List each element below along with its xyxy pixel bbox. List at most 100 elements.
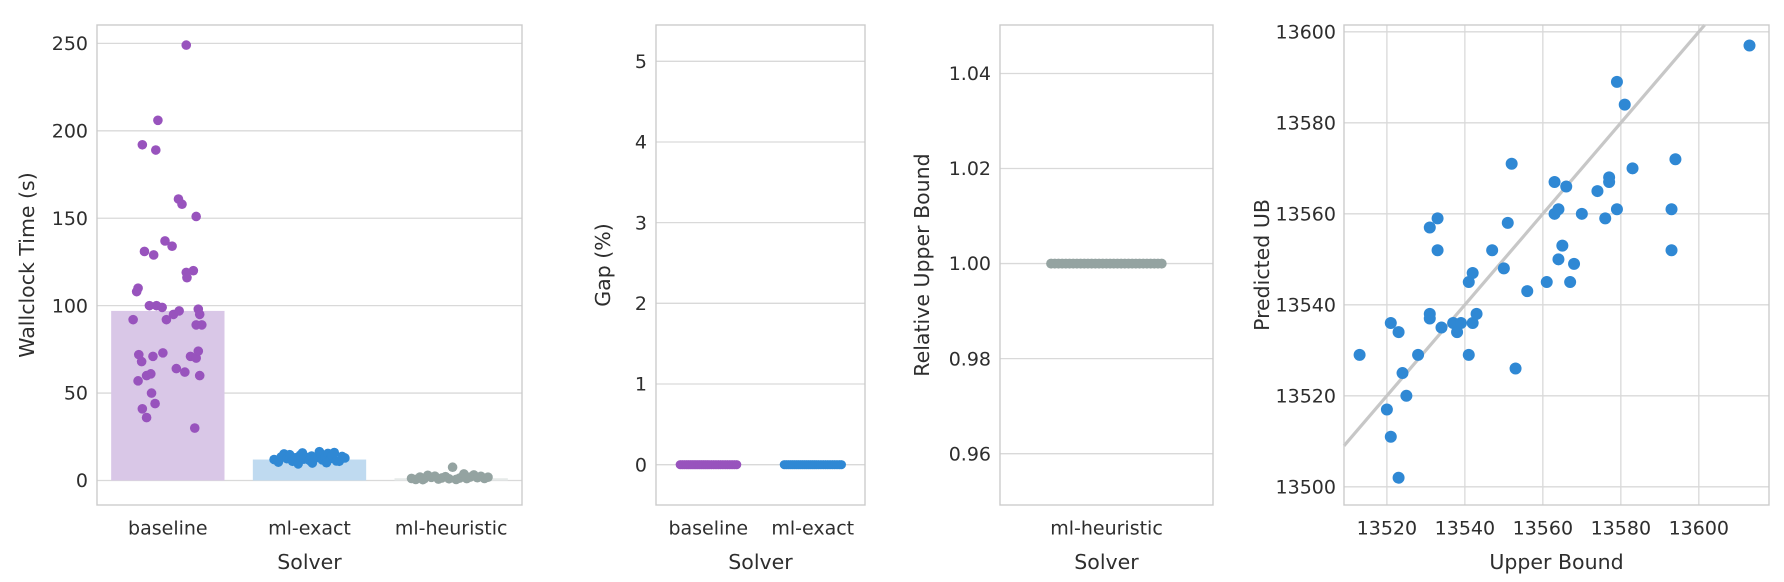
strip-point-ml-heuristic	[483, 472, 493, 482]
y-axis-label: Wallclock Time (s)	[15, 172, 39, 357]
strip-point-ml-heuristic	[459, 469, 469, 479]
y-tick-label: 4	[635, 132, 647, 154]
scatter-point	[1610, 203, 1623, 216]
scatter-point	[1392, 326, 1405, 339]
y-tick-label: 0	[76, 470, 88, 492]
y-tick-label: 13520	[1276, 385, 1336, 407]
y-axis-label: Predicted UB	[1250, 199, 1274, 331]
y-tick-label: 0.96	[949, 443, 991, 465]
scatter-point	[1665, 244, 1678, 257]
scatter-point	[1400, 389, 1413, 402]
scatter-point	[1423, 312, 1436, 325]
strip-point-baseline	[194, 370, 205, 381]
y-tick-label: 1.04	[949, 63, 991, 85]
y-tick-label: 13500	[1276, 476, 1336, 498]
scatter-point	[1501, 216, 1514, 229]
scatter-point	[1423, 221, 1436, 234]
strip-point-baseline	[148, 250, 159, 260]
strip-point-ml-exact	[329, 447, 340, 458]
strip-point-baseline	[153, 115, 163, 126]
strip-point-baseline	[177, 199, 187, 210]
x-axis-label: Solver	[1074, 550, 1139, 574]
axes-border	[655, 24, 866, 506]
strip-point-baseline	[174, 306, 184, 316]
x-tick-label: 13600	[1669, 518, 1729, 540]
scatter-point	[1552, 253, 1565, 266]
category-label-ml-exact: ml-exact	[268, 518, 351, 540]
strip-point-baseline	[144, 300, 155, 311]
scatter-point	[1626, 162, 1639, 175]
y-axis-label: Gap (%)	[591, 223, 615, 306]
x-tick-label: 13580	[1591, 518, 1651, 540]
strip-point-baseline	[167, 241, 177, 252]
category-label-baseline: baseline	[128, 518, 208, 540]
scatter-point	[1618, 98, 1631, 111]
strip-point-baseline	[136, 356, 147, 367]
y-tick-label: 250	[52, 33, 88, 55]
strip-point-baseline	[194, 309, 205, 320]
scatter-point	[1743, 39, 1756, 52]
scatter-point	[1392, 471, 1405, 484]
y-tick-label: 13600	[1276, 21, 1336, 43]
scatter-point	[1380, 403, 1393, 416]
y-tick-label: 200	[52, 120, 88, 142]
scatter-point	[1466, 266, 1479, 279]
strip-point-baseline	[148, 351, 158, 362]
x-tick-label: 13540	[1435, 518, 1495, 540]
category-label-baseline: baseline	[668, 518, 748, 540]
scatter-point	[1665, 203, 1678, 216]
scatter-point	[1599, 212, 1612, 225]
strip-point-baseline	[193, 346, 204, 356]
y-tick-label: 1	[635, 374, 647, 396]
strip-point-baseline	[150, 145, 161, 155]
scatter-point	[1466, 317, 1479, 330]
scatter-point	[1431, 244, 1444, 257]
y-tick-label: 13540	[1276, 294, 1336, 316]
scatter-point	[1431, 212, 1444, 225]
scatter-point	[1591, 185, 1604, 198]
scatter-point	[1353, 348, 1366, 361]
strip-point-ml-heuristic	[418, 474, 428, 485]
strip-point-baseline	[137, 404, 148, 414]
scatter-point	[1610, 75, 1623, 88]
y-tick-label: 1.02	[949, 158, 991, 180]
strip-point-ml-heuristic	[447, 462, 458, 473]
strip-point-baseline	[158, 348, 168, 358]
strip-point-ml-exact	[836, 460, 846, 470]
scatter-point	[1497, 262, 1510, 275]
y-axis-label: Relative Upper Bound	[910, 153, 934, 376]
y-tick-label: 13560	[1276, 203, 1336, 225]
strip-point-baseline	[161, 314, 172, 325]
strip-point-baseline	[157, 302, 167, 313]
y-tick-label: 3	[635, 212, 647, 234]
scatter-point	[1462, 348, 1475, 361]
scatter-point	[1396, 367, 1409, 380]
y-tick-label: 1.00	[949, 253, 991, 275]
x-axis-label: Upper Bound	[1489, 550, 1623, 574]
scatter-point	[1548, 175, 1561, 188]
scatter-point	[1470, 307, 1483, 320]
scatter-point	[1384, 430, 1397, 443]
x-tick-label: 13520	[1357, 518, 1417, 540]
strip-point-baseline	[197, 320, 207, 330]
scatter-point	[1412, 348, 1425, 361]
strip-point-baseline	[188, 265, 199, 276]
strip-point-baseline	[146, 388, 157, 398]
strip-point-baseline	[732, 460, 742, 470]
strip-point-baseline	[180, 367, 190, 377]
scatter-point	[1486, 244, 1499, 257]
bar-baseline	[111, 310, 225, 481]
scatter-point	[1575, 207, 1588, 220]
scatter-point	[1435, 321, 1448, 334]
x-axis-label: Solver	[277, 550, 342, 574]
strip-point-baseline	[131, 286, 142, 297]
y-tick-label: 50	[64, 383, 88, 405]
scatter-point	[1669, 153, 1682, 166]
scatter-point	[1454, 317, 1467, 330]
scatter-point	[1521, 285, 1534, 298]
strip-point-ml-exact	[340, 453, 350, 463]
category-label-ml-exact: ml-exact	[771, 518, 854, 540]
strip-point-baseline	[141, 412, 152, 423]
scatter-point	[1462, 276, 1475, 289]
